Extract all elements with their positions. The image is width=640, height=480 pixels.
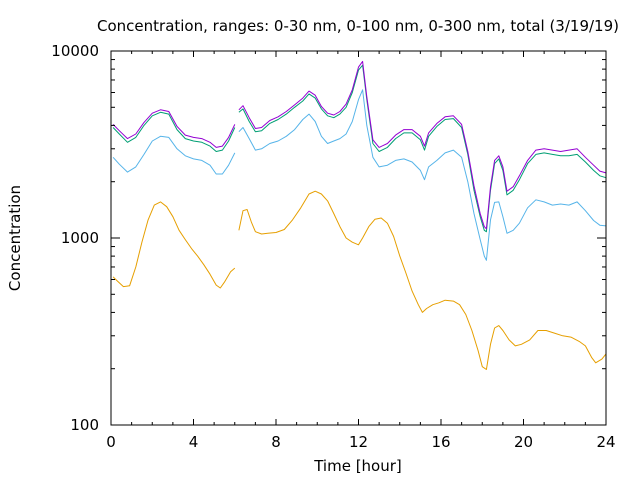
series-3 [112, 64, 607, 233]
series-4 [112, 60, 607, 230]
axis-layer: 0 4 8 12 16 20 24 100 1000 10000 [51, 42, 615, 451]
x-tick-label: 4 [189, 433, 199, 451]
plot-frame [110, 50, 607, 426]
y-tick-label: 100 [70, 416, 99, 434]
y-axis-title: Concentration [6, 185, 24, 291]
x-tick-label: 24 [596, 433, 615, 451]
series-1-segment-2 [238, 190, 607, 370]
x-tick-label: 0 [106, 433, 116, 451]
x-tick-label: 16 [431, 433, 450, 451]
y-tick-label: 10000 [51, 42, 99, 60]
series-4-segment-2 [238, 60, 607, 230]
series-3-segment-1 [112, 111, 236, 152]
series-2-segment-1 [112, 135, 236, 175]
y-tick-label: 1000 [61, 229, 99, 247]
series-layer [112, 60, 607, 370]
series-4-segment-1 [112, 109, 236, 148]
series-3-segment-2 [238, 64, 607, 233]
series-2 [112, 89, 607, 261]
series-1 [112, 190, 607, 370]
x-axis-title: Time [hour] [313, 457, 402, 475]
x-tick-label: 12 [349, 433, 368, 451]
x-tick-label: 8 [271, 433, 281, 451]
chart-title: Concentration, ranges: 0-30 nm, 0-100 nm… [97, 17, 619, 35]
x-tick-label: 20 [514, 433, 533, 451]
series-2-segment-2 [238, 89, 607, 261]
series-1-segment-1 [112, 201, 236, 289]
